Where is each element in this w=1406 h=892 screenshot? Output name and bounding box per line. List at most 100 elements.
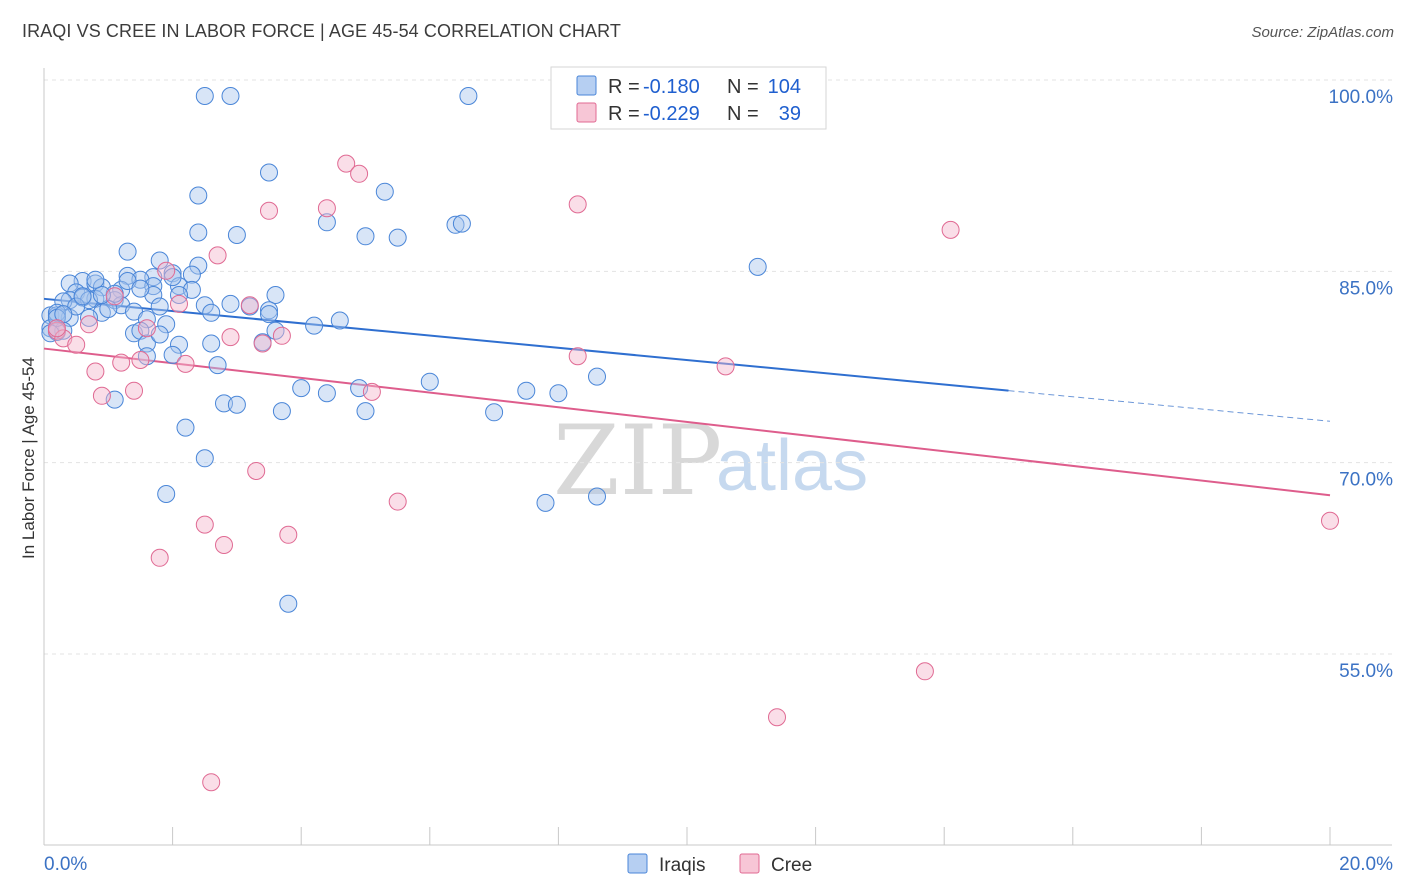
- y-tick-label: 85.0%: [1339, 278, 1393, 299]
- point-iraqis: [279, 594, 298, 613]
- point-iraqis: [163, 345, 182, 364]
- point-iraqis: [208, 356, 227, 375]
- point-iraqis: [86, 270, 105, 289]
- point-cree: [253, 334, 272, 353]
- point-iraqis: [150, 297, 169, 316]
- legend-swatch-cree: [576, 102, 597, 123]
- point-cree: [221, 328, 240, 347]
- point-iraqis: [227, 395, 246, 414]
- point-cree: [941, 220, 960, 239]
- y-tick-labels: 55.0% 70.0% 85.0% 100.0%: [1329, 87, 1394, 682]
- y-tick-label: 55.0%: [1339, 661, 1393, 682]
- watermark-zip: ZIP: [553, 405, 722, 517]
- point-iraqis: [47, 303, 66, 322]
- point-cree: [67, 335, 86, 354]
- point-iraqis: [182, 265, 201, 284]
- point-iraqis: [202, 303, 221, 322]
- point-iraqis: [150, 251, 169, 270]
- point-cree: [915, 662, 934, 681]
- point-cree: [1321, 511, 1339, 530]
- point-iraqis: [272, 402, 291, 421]
- point-iraqis: [215, 394, 233, 413]
- point-cree: [568, 347, 587, 366]
- trend-line-iraqis-extension: [1008, 390, 1331, 422]
- point-cree: [80, 315, 98, 334]
- point-cree: [86, 362, 105, 381]
- point-iraqis: [189, 186, 208, 205]
- source-label: Source: ZipAtlas.com: [1251, 24, 1394, 41]
- legend-n-label-iraqis: N =: [727, 76, 759, 98]
- point-iraqis: [260, 305, 278, 324]
- y-axis-label: In Labor Force | Age 45-54: [19, 357, 38, 559]
- point-cree: [215, 536, 233, 554]
- series-legend-label-iraqis: Iraqis: [659, 855, 705, 876]
- point-iraqis: [446, 215, 465, 234]
- point-iraqis: [317, 384, 336, 403]
- point-iraqis: [189, 223, 208, 242]
- point-cree: [317, 199, 336, 218]
- point-cree: [131, 351, 150, 369]
- point-cree: [272, 326, 291, 345]
- y-tick-label: 100.0%: [1329, 87, 1394, 108]
- point-iraqis: [292, 379, 311, 398]
- point-iraqis: [137, 334, 156, 353]
- point-iraqis: [189, 256, 208, 275]
- point-iraqis: [420, 372, 439, 391]
- point-cree: [112, 353, 131, 372]
- series-legend-label-cree: Cree: [771, 855, 812, 876]
- point-cree: [350, 164, 369, 183]
- point-iraqis: [317, 213, 336, 232]
- point-cree: [176, 354, 195, 373]
- point-iraqis: [176, 418, 195, 437]
- series-legend-swatch-iraqis: [627, 853, 648, 874]
- point-iraqis: [227, 226, 246, 244]
- point-cree: [137, 319, 156, 338]
- point-cree: [202, 773, 221, 792]
- point-iraqis: [260, 163, 278, 182]
- point-iraqis: [195, 449, 214, 468]
- axes: [43, 68, 1392, 846]
- point-cree: [568, 195, 587, 214]
- point-iraqis: [92, 286, 111, 304]
- point-iraqis: [588, 367, 606, 386]
- point-iraqis: [356, 227, 375, 246]
- point-iraqis: [221, 294, 240, 313]
- x-tick-label-max: 20.0%: [1339, 854, 1393, 875]
- point-iraqis: [388, 228, 407, 247]
- point-iraqis: [588, 487, 606, 506]
- legend-swatch-iraqis: [576, 75, 597, 96]
- point-cree: [125, 381, 143, 400]
- point-iraqis: [80, 308, 98, 327]
- point-cree: [157, 261, 176, 280]
- point-iraqis: [131, 279, 150, 298]
- point-iraqis: [73, 287, 92, 306]
- point-iraqis: [266, 286, 285, 304]
- point-iraqis: [157, 315, 176, 334]
- point-iraqis: [221, 87, 240, 105]
- point-iraqis: [170, 335, 188, 354]
- point-cree: [208, 246, 227, 265]
- point-cree: [279, 525, 298, 544]
- legend-n-label-cree: N =: [727, 103, 759, 125]
- point-cree: [337, 154, 356, 173]
- point-iraqis: [305, 316, 324, 335]
- series-legend-swatch-cree: [739, 853, 760, 874]
- point-iraqis: [375, 182, 394, 201]
- point-iraqis: [485, 403, 504, 422]
- point-iraqis: [452, 214, 471, 233]
- point-cree: [47, 319, 66, 338]
- point-iraqis: [517, 381, 536, 400]
- trend-line-cree: [43, 347, 1331, 497]
- point-iraqis: [195, 87, 214, 105]
- point-iraqis: [748, 257, 767, 276]
- point-iraqis: [330, 311, 349, 330]
- watermark-atlas: atlas: [716, 426, 868, 506]
- point-iraqis: [356, 402, 375, 421]
- point-iraqis: [195, 296, 214, 315]
- point-cree: [388, 492, 407, 511]
- legend-box: [550, 66, 827, 130]
- point-iraqis: [536, 493, 555, 512]
- point-iraqis: [202, 334, 221, 353]
- point-cree: [105, 287, 124, 306]
